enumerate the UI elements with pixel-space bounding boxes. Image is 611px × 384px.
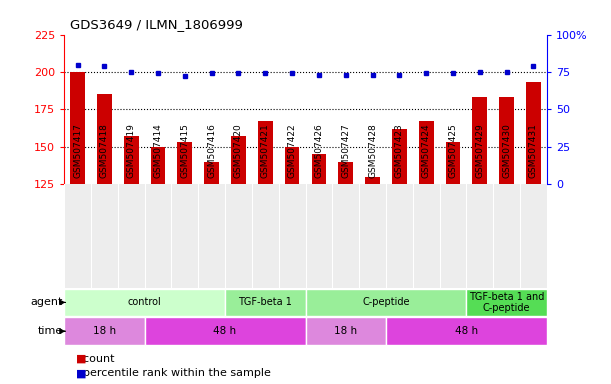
Bar: [279, 184, 306, 288]
Bar: [64, 184, 91, 288]
Text: 48 h: 48 h: [455, 326, 478, 336]
Bar: [306, 289, 466, 316]
Bar: [70, 72, 85, 184]
Bar: [97, 94, 112, 184]
Bar: [386, 317, 547, 345]
Text: 18 h: 18 h: [93, 326, 116, 336]
Bar: [493, 184, 520, 288]
Bar: [225, 289, 306, 316]
Bar: [332, 184, 359, 288]
Bar: [312, 154, 326, 184]
Text: TGF-beta 1 and
C-peptide: TGF-beta 1 and C-peptide: [469, 291, 544, 313]
Bar: [386, 184, 413, 288]
Bar: [499, 98, 514, 184]
Bar: [198, 184, 225, 288]
Bar: [145, 317, 306, 345]
Text: ■: ■: [76, 354, 87, 364]
Bar: [231, 136, 246, 184]
Text: count: count: [76, 354, 115, 364]
Bar: [419, 121, 434, 184]
Text: 48 h: 48 h: [213, 326, 236, 336]
Bar: [520, 184, 547, 288]
Bar: [439, 184, 466, 288]
Bar: [64, 317, 145, 345]
Bar: [124, 136, 139, 184]
Text: control: control: [128, 297, 161, 308]
Bar: [472, 98, 487, 184]
Bar: [466, 184, 493, 288]
Bar: [413, 184, 439, 288]
Bar: [252, 184, 279, 288]
Bar: [392, 129, 407, 184]
Bar: [526, 83, 541, 184]
Bar: [118, 184, 145, 288]
Text: agent: agent: [31, 297, 63, 308]
Text: 18 h: 18 h: [334, 326, 357, 336]
Text: percentile rank within the sample: percentile rank within the sample: [76, 368, 271, 378]
Bar: [225, 184, 252, 288]
Bar: [258, 121, 273, 184]
Text: TGF-beta 1: TGF-beta 1: [238, 297, 292, 308]
Bar: [365, 177, 380, 184]
Bar: [151, 147, 166, 184]
Bar: [204, 162, 219, 184]
Bar: [172, 184, 198, 288]
Text: C-peptide: C-peptide: [362, 297, 410, 308]
Bar: [306, 184, 332, 288]
Bar: [64, 289, 225, 316]
Bar: [285, 147, 299, 184]
Text: time: time: [38, 326, 63, 336]
Bar: [91, 184, 118, 288]
Bar: [466, 289, 547, 316]
Bar: [338, 162, 353, 184]
Bar: [306, 317, 386, 345]
Bar: [359, 184, 386, 288]
Text: ■: ■: [76, 368, 87, 378]
Bar: [445, 142, 460, 184]
Bar: [145, 184, 172, 288]
Bar: [177, 142, 192, 184]
Text: GDS3649 / ILMN_1806999: GDS3649 / ILMN_1806999: [70, 18, 243, 31]
